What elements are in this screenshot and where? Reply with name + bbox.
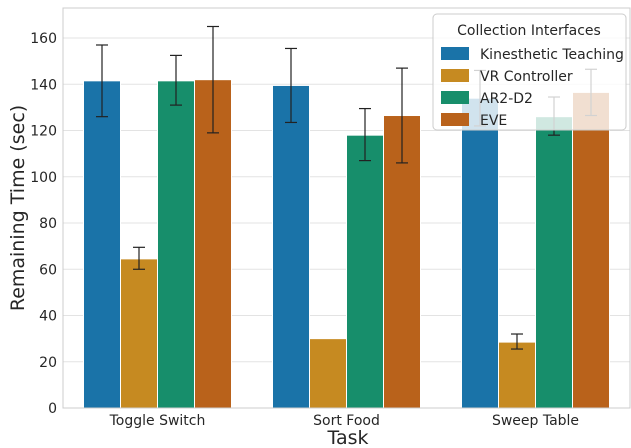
x-tick-label: Sort Food	[313, 413, 380, 429]
bars	[83, 79, 610, 409]
bar-eve-1	[383, 115, 421, 409]
legend-swatch	[441, 47, 469, 60]
y-tick-label: 120	[30, 124, 57, 140]
bar-vr-controller-1	[309, 338, 347, 409]
x-tick-label: Sweep Table	[492, 413, 579, 429]
bar-vr-controller-0	[120, 258, 158, 409]
bar-vr-controller-2	[498, 341, 536, 409]
bar-eve-2	[572, 91, 610, 409]
legend: Collection Interfaces Kinesthetic Teachi…	[432, 13, 627, 131]
x-tick-label: Toggle Switch	[109, 413, 206, 429]
bar-kinesthetic-teaching-0	[83, 80, 121, 409]
bar-kinesthetic-teaching-1	[272, 84, 310, 409]
y-axis-title: Remaining Time (sec)	[7, 105, 29, 311]
legend-label: EVE	[480, 113, 507, 129]
y-tick-label: 60	[39, 262, 57, 278]
plot-frame	[62, 7, 631, 409]
legend-title: Collection Interfaces	[457, 23, 601, 39]
error-bar	[359, 107, 371, 162]
error-bar	[96, 44, 108, 118]
y-tick-label: 20	[39, 355, 57, 371]
error-bar	[207, 25, 219, 134]
x-axis-title: Task	[326, 427, 368, 448]
bar-ar2-d2-2	[535, 116, 573, 409]
legend-item: VR Controller	[441, 69, 573, 85]
error-bar	[285, 47, 297, 124]
error-bar	[511, 333, 523, 350]
legend-swatch	[441, 69, 469, 82]
y-tick-label: 0	[48, 401, 57, 417]
legend-swatch	[441, 91, 469, 104]
y-axis-ticks: 0 20 40 60 80 100 120 140 160	[30, 31, 57, 417]
x-axis-ticks: Toggle Switch Sort Food Sweep Table	[109, 413, 579, 429]
y-tick-label: 100	[30, 170, 57, 186]
legend-item: AR2-D2	[441, 91, 533, 107]
error-bar	[396, 67, 408, 164]
bar-ar2-d2-1	[346, 134, 384, 409]
y-tick-label: 140	[30, 77, 57, 93]
legend-item: Kinesthetic Teaching	[441, 47, 624, 63]
legend-label: Kinesthetic Teaching	[480, 47, 624, 63]
legend-label: VR Controller	[480, 69, 573, 85]
legend-box	[432, 13, 627, 131]
y-tick-label: 160	[30, 31, 57, 47]
y-tick-label: 80	[39, 216, 57, 232]
y-tick-label: 40	[39, 309, 57, 325]
legend-item: EVE	[441, 113, 507, 129]
error-bar	[170, 54, 182, 106]
bar-ar2-d2-0	[157, 80, 195, 409]
legend-swatch	[441, 113, 469, 126]
error-bar	[133, 246, 145, 270]
bar-kinesthetic-teaching-2	[461, 97, 499, 409]
legend-label: AR2-D2	[480, 91, 533, 107]
